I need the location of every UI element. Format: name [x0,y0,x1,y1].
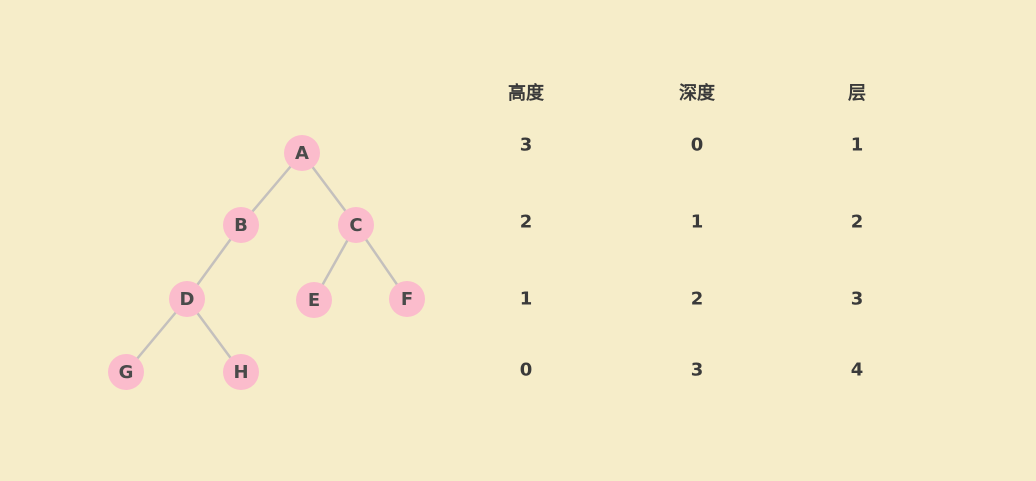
tree-node-b: B [223,207,259,243]
node-circle [223,207,259,243]
tree-node-a: A [284,135,320,171]
tree-node-f: F [389,281,425,317]
node-label: D [180,289,195,310]
table-cell: 2 [850,211,864,233]
node-circle [389,281,425,317]
node-circle [108,354,144,390]
table-cell: 3 [519,134,533,156]
node-label: A [295,143,309,164]
column-header: 深度 [679,83,715,104]
node-label: G [119,362,134,383]
node-label: H [233,362,248,383]
node-circle [296,282,332,318]
table-cell: 2 [690,288,704,310]
tree-node-g: G [108,354,144,390]
table-cell: 0 [690,134,704,156]
tree-node-h: H [223,354,259,390]
table-cell: 4 [850,359,864,381]
node-circle [284,135,320,171]
table-cell: 1 [690,211,704,233]
node-circle [169,281,205,317]
tree-node-c: C [338,207,374,243]
table-cell: 3 [690,359,704,381]
node-label: B [234,215,248,236]
table-cell: 1 [850,134,864,156]
tree-nodes: A B C D E F G H [108,135,425,390]
column-header: 层 [848,83,866,104]
tree-edges [125,152,409,373]
tree-node-e: E [296,282,332,318]
node-label: F [401,289,413,310]
table-cell: 3 [850,288,864,310]
table-cell: 0 [519,359,533,381]
tree-node-d: D [169,281,205,317]
column-header: 高度 [508,83,544,104]
node-label: E [308,290,320,311]
node-label: C [349,215,362,236]
table-cell: 2 [519,211,533,233]
node-circle [338,207,374,243]
node-circle [223,354,259,390]
table-cell: 1 [519,288,533,310]
